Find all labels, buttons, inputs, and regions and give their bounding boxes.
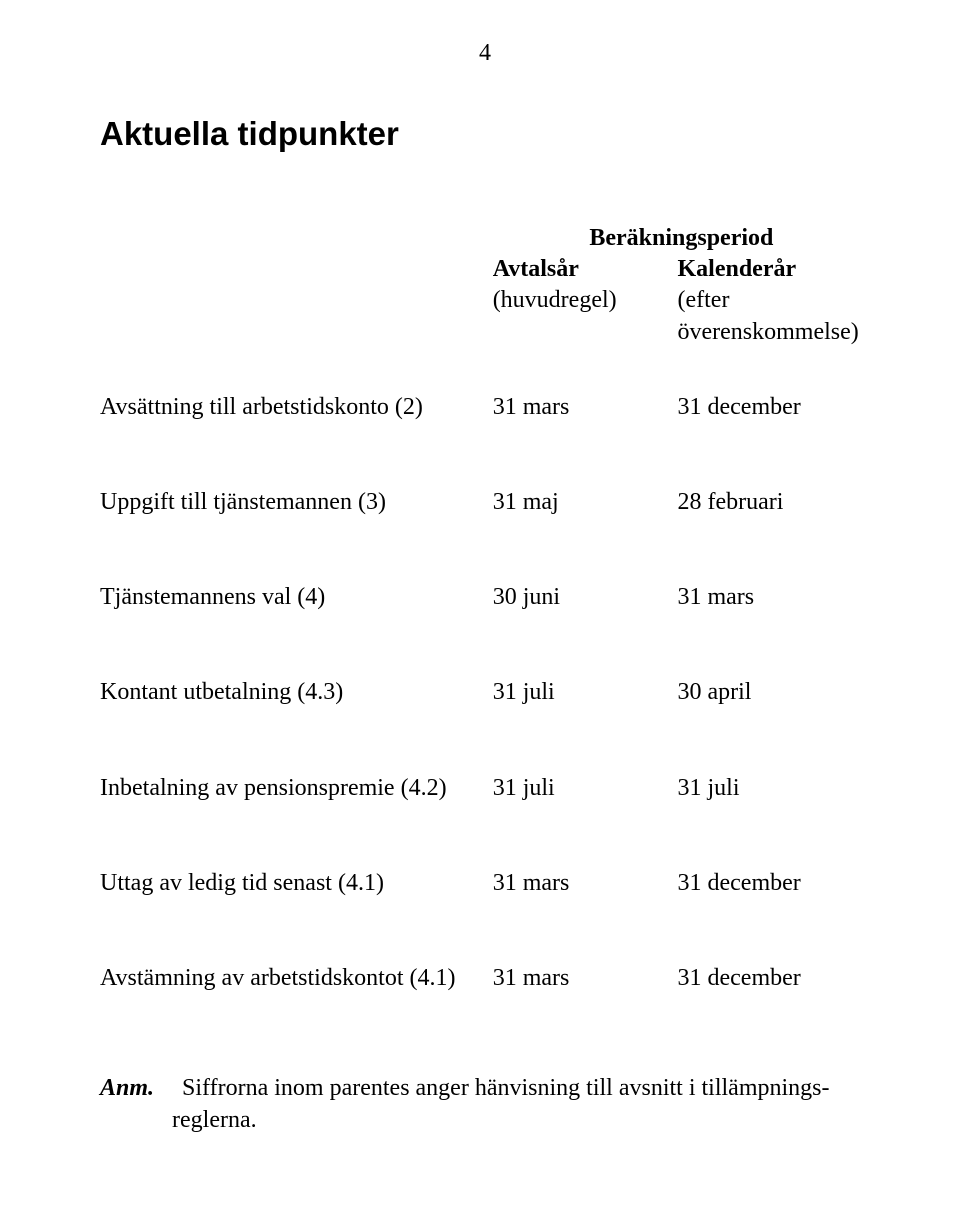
row-label: Avsättning till arbetstidskonto (2): [100, 392, 493, 423]
table-row: Uttag av ledig tid senast (4.1) 31 mars …: [100, 868, 870, 899]
footnote-text: Siffrorna inom parentes anger hänvisning…: [172, 1075, 829, 1133]
page-title: Aktuella tidpunkter: [100, 115, 870, 153]
row-col2: 31 maj: [493, 487, 678, 518]
table-row: Avstämning av arbetstidskontot (4.1) 31 …: [100, 963, 870, 994]
table-row: Tjänstemannens val (4) 30 juni 31 mars: [100, 582, 870, 613]
row-label: Kontant utbetalning (4.3): [100, 677, 493, 708]
row-col2: 31 mars: [493, 963, 678, 994]
table-subheader-row: (huvudregel) (efter överenskommelse): [100, 285, 870, 347]
row-col2: 31 mars: [493, 868, 678, 899]
row-col2: 30 juni: [493, 582, 678, 613]
row-col3: 31 december: [677, 868, 870, 899]
row-col2: 31 mars: [493, 392, 678, 423]
row-col3: 28 februari: [677, 487, 870, 518]
table-row: Inbetalning av pensionspremie (4.2) 31 j…: [100, 773, 870, 804]
row-col3: 31 juli: [677, 773, 870, 804]
empty-cell: [100, 223, 493, 254]
table-header-row: Avtalsår Kalenderår: [100, 254, 870, 285]
header-col3-line2: (efter överenskommelse): [677, 285, 870, 347]
row-label: Uppgift till tjänstemannen (3): [100, 487, 493, 518]
header-col2-line1: Avtalsår: [493, 254, 678, 285]
table-row: Kontant utbetalning (4.3) 31 juli 30 apr…: [100, 677, 870, 708]
empty-cell: [100, 254, 493, 285]
row-col2: 31 juli: [493, 677, 678, 708]
footnote-label: Anm.: [100, 1075, 182, 1101]
row-label: Inbetalning av pensionspremie (4.2): [100, 773, 493, 804]
row-col3: 31 mars: [677, 582, 870, 613]
table-header-span-row: Beräkningsperiod: [100, 223, 870, 254]
footnote: Anm.Siffrorna inom parentes anger hänvis…: [100, 1072, 870, 1137]
row-col3: 30 april: [677, 677, 870, 708]
header-col3-line1: Kalenderår: [677, 254, 870, 285]
table-row: Uppgift till tjänstemannen (3) 31 maj 28…: [100, 487, 870, 518]
table-row: Avsättning till arbetstidskonto (2) 31 m…: [100, 392, 870, 423]
row-label: Avstämning av arbetstidskontot (4.1): [100, 963, 493, 994]
row-col3: 31 december: [677, 392, 870, 423]
row-label: Uttag av ledig tid senast (4.1): [100, 868, 493, 899]
row-label: Tjänstemannens val (4): [100, 582, 493, 613]
document-page: 4 Aktuella tidpunkter Beräkningsperiod A…: [0, 0, 960, 1207]
header-col2-line2: (huvudregel): [493, 285, 678, 347]
empty-cell: [100, 285, 493, 347]
timepoints-table: Beräkningsperiod Avtalsår Kalenderår (hu…: [100, 223, 870, 994]
row-col2: 31 juli: [493, 773, 678, 804]
row-col3: 31 december: [677, 963, 870, 994]
header-span-label: Beräkningsperiod: [493, 223, 870, 254]
page-number: 4: [100, 40, 870, 67]
